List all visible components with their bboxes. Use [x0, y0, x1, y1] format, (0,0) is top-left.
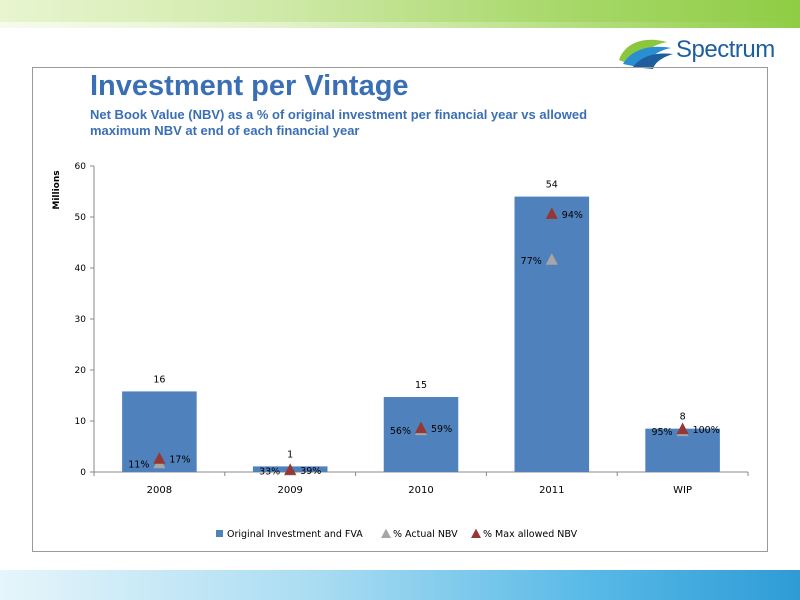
- max-nbv-label: 17%: [169, 455, 190, 466]
- legend-label: % Actual NBV: [393, 529, 458, 540]
- bar-value-label: 16: [153, 374, 165, 385]
- top-decorative-band: [0, 0, 800, 28]
- y-axis-title: Millions: [52, 170, 62, 209]
- y-tick-label: 60: [75, 162, 87, 172]
- max-nbv-label: 59%: [431, 424, 452, 435]
- chart-frame: [32, 67, 768, 552]
- chart-legend: Original Investment and FVA % Actual NBV%…: [216, 528, 578, 540]
- x-tick-label: 2011: [539, 485, 564, 496]
- bar-value-label: 1: [287, 449, 293, 460]
- x-tick-label: 2010: [408, 485, 433, 496]
- y-tick-label: 20: [75, 366, 87, 376]
- y-tick-label: 10: [75, 417, 87, 427]
- legend-label: Original Investment and FVA: [227, 529, 363, 540]
- x-tick-label: WIP: [673, 485, 692, 496]
- actual-nbv-marker: [545, 253, 558, 265]
- actual-nbv-label: 56%: [390, 426, 411, 437]
- legend-label: % Max allowed NBV: [483, 529, 578, 540]
- bar-value-label: 8: [680, 412, 686, 423]
- actual-nbv-label: 77%: [521, 256, 542, 267]
- chart-title: Investment per Vintage: [90, 70, 409, 102]
- marker-series: [153, 207, 689, 476]
- max-nbv-marker: [676, 422, 689, 435]
- y-tick-label: 40: [75, 264, 87, 274]
- bottom-decorative-band: [0, 570, 800, 600]
- bar-series: [122, 196, 720, 472]
- max-nbv-marker: [414, 421, 428, 434]
- x-tick-label: 2009: [277, 485, 302, 496]
- bar-chart: 0 10 20 30 40 50 60 Millions 2008 2009 2010 2011 WIP…: [52, 162, 749, 540]
- max-nbv-label: 94%: [562, 210, 583, 221]
- y-tick-label: 30: [75, 315, 87, 325]
- legend-swatch-bar: [216, 530, 223, 537]
- bar-value-label: 15: [415, 380, 427, 391]
- bar-value-label: 54: [546, 180, 558, 191]
- x-tick-label: 2008: [147, 485, 172, 496]
- data-labels: 16 1 15 54 8 11% 33% 56% 77% 95% 17% 39% 59% 94% 100%: [128, 180, 719, 478]
- max-nbv-marker: [545, 207, 558, 219]
- y-tick-label: 0: [80, 468, 86, 478]
- max-nbv-marker: [284, 463, 297, 475]
- chart-subtitle: Net Book Value (NBV) as a % of original …: [90, 107, 588, 138]
- max-nbv-label: 39%: [300, 466, 321, 477]
- max-nbv-label: 100%: [693, 425, 720, 436]
- bar: [514, 196, 590, 472]
- brand-name: Spectrum: [676, 36, 775, 63]
- actual-nbv-label: 33%: [259, 466, 280, 477]
- spectrum-logo-icon: [619, 39, 673, 69]
- legend-swatch-max: [471, 528, 481, 539]
- actual-nbv-label: 95%: [651, 427, 672, 438]
- y-tick-label: 50: [75, 213, 87, 223]
- actual-nbv-label: 11%: [128, 459, 149, 470]
- legend-swatch-actual: [381, 528, 391, 539]
- max-nbv-marker: [153, 452, 166, 464]
